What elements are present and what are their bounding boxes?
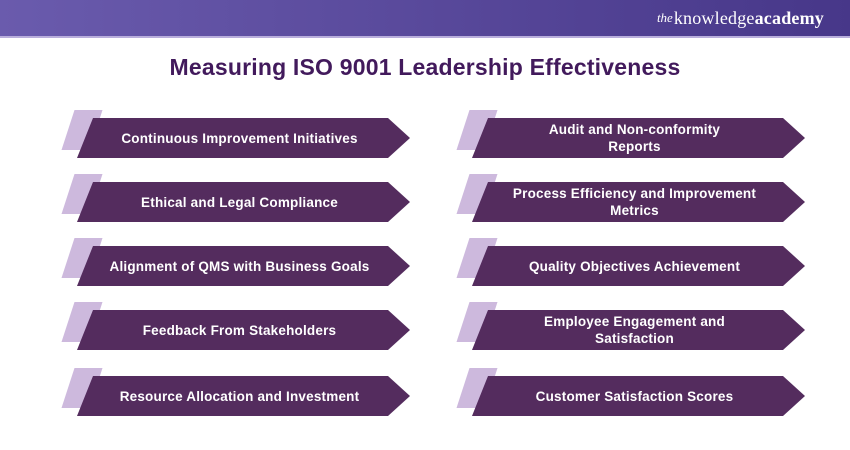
arrow-banner: Ethical and Legal Compliance — [77, 182, 410, 222]
logo-the: the — [656, 10, 673, 25]
banner-label: Audit and Non-conformity Reports — [548, 122, 721, 154]
banner-label: Ethical and Legal Compliance — [141, 194, 338, 210]
knowledge-academy-logo: the knowledge academy — [657, 0, 824, 36]
banner-row: Feedback From Stakeholders — [61, 302, 410, 350]
page-title: Measuring ISO 9001 Leadership Effectiven… — [169, 54, 681, 80]
banner-label: Alignment of QMS with Business Goals — [109, 258, 370, 274]
banner-row: Resource Allocation and Investment — [61, 368, 410, 416]
arrow-banner: Audit and Non-conformity Reports — [472, 118, 805, 158]
banner-row: Process Efficiency and Improvement Metri… — [456, 174, 805, 222]
banner-label: Continuous Improvement Initiatives — [121, 130, 358, 146]
arrow-banner: Continuous Improvement Initiatives — [77, 118, 410, 158]
logo-knowledge: knowledge — [673, 7, 755, 28]
banner-row: Alignment of QMS with Business Goals — [61, 238, 410, 286]
arrow-banner: Employee Engagement and Satisfaction — [472, 310, 805, 350]
arrow-banner: Process Efficiency and Improvement Metri… — [472, 182, 805, 222]
banner-row: Audit and Non-conformity Reports — [456, 110, 805, 158]
banner-row: Continuous Improvement Initiatives — [61, 110, 410, 158]
arrow-banner: Feedback From Stakeholders — [77, 310, 410, 350]
banner-label: Feedback From Stakeholders — [142, 322, 337, 338]
banner-label: Quality Objectives Achievement — [528, 258, 741, 274]
banner-row: Employee Engagement and Satisfaction — [456, 302, 805, 350]
arrow-banner: Quality Objectives Achievement — [472, 246, 805, 286]
banner-row: Quality Objectives Achievement — [456, 238, 805, 286]
banner-label: Process Efficiency and Improvement Metri… — [512, 186, 757, 218]
banner-row: Customer Satisfaction Scores — [456, 368, 805, 416]
header-bar: the knowledge academy — [0, 0, 850, 38]
arrow-banner: Alignment of QMS with Business Goals — [77, 246, 410, 286]
banner-row: Ethical and Legal Compliance — [61, 174, 410, 222]
banner-label: Customer Satisfaction Scores — [535, 388, 734, 404]
banner-label: Employee Engagement and Satisfaction — [544, 314, 725, 346]
banner-label: Resource Allocation and Investment — [119, 388, 360, 404]
arrow-banner: Resource Allocation and Investment — [77, 376, 410, 416]
logo-academy: academy — [754, 7, 824, 28]
arrow-banner: Customer Satisfaction Scores — [472, 376, 805, 416]
